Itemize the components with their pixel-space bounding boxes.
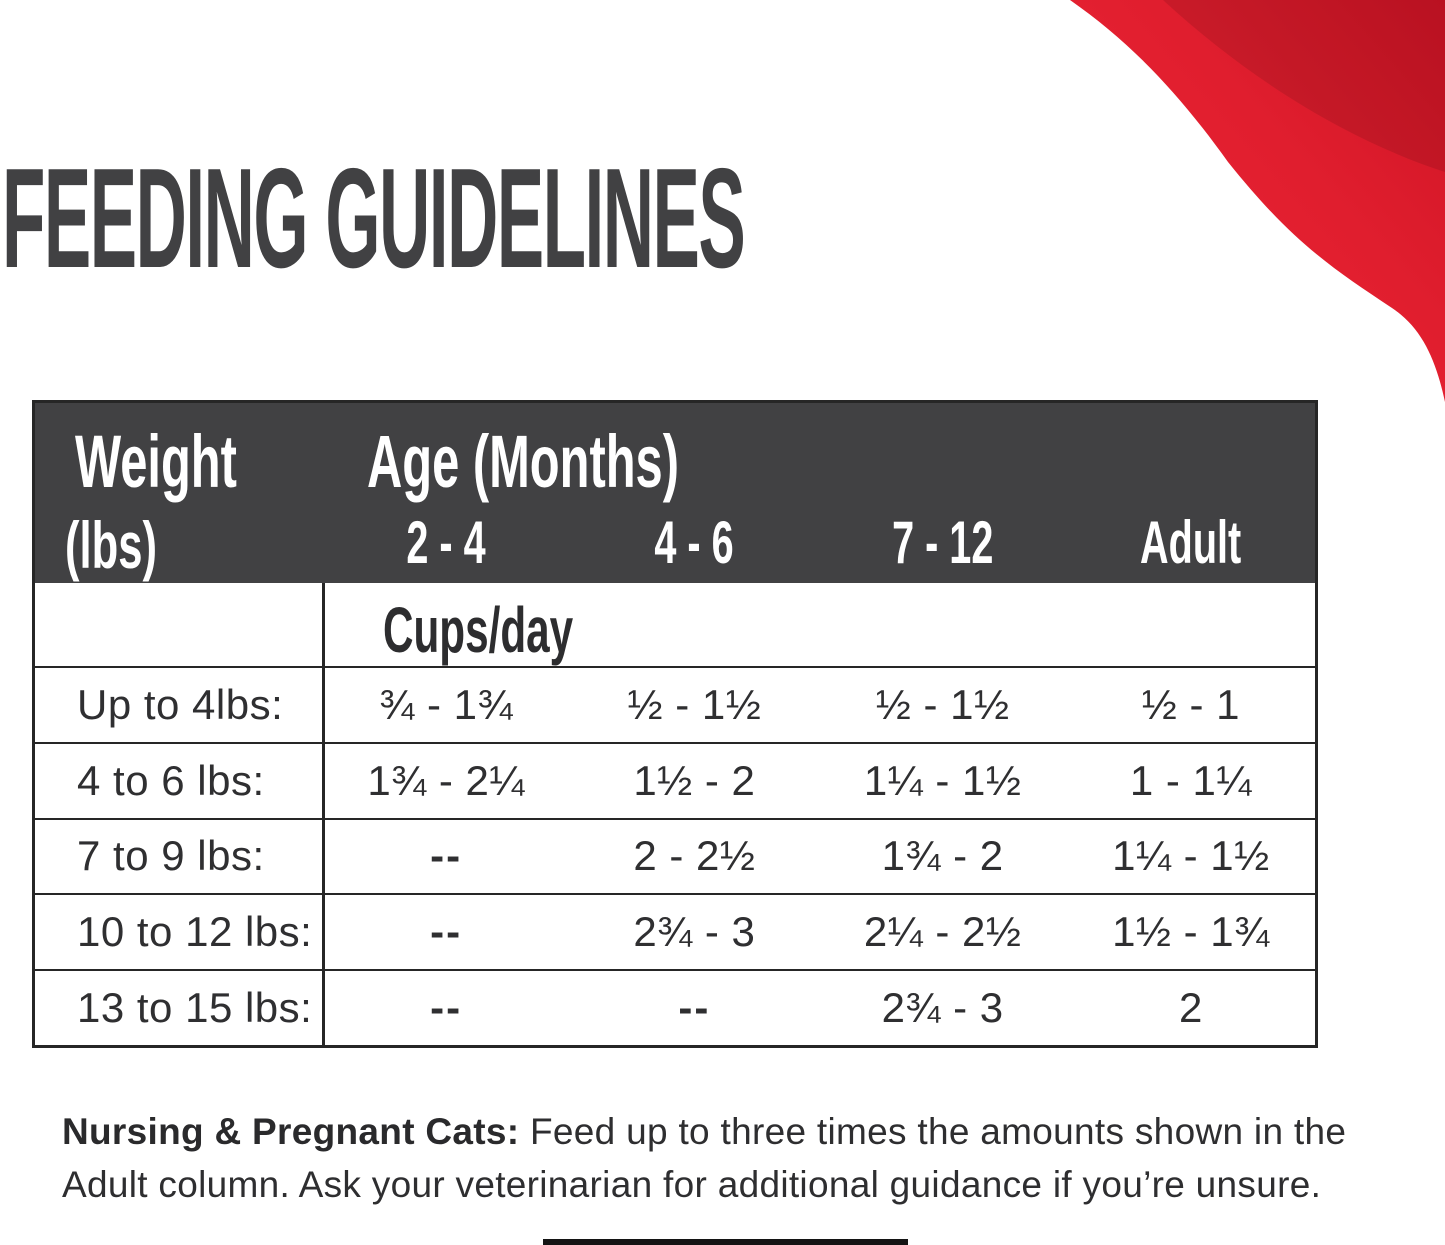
feeding-table: Weight (lbs) Age (Months) 2 - 4 4 - 6 7 … [32, 400, 1318, 1048]
value-cell: 2¾ - 3 [633, 908, 756, 956]
value-cell: ¾ - 1¾ [379, 680, 513, 728]
value-cell: 2¼ - 2½ [863, 908, 1022, 956]
value-cell: 1½ - 1¾ [1112, 908, 1270, 956]
age-col-2-4: 2 - 4 [406, 508, 486, 576]
value-cell: ½ - 1 [1141, 680, 1240, 728]
value-cell: 2¾ - 3 [881, 984, 1004, 1032]
units-label: Cups/day [383, 594, 574, 666]
weight-units-header: (lbs) [65, 508, 157, 582]
value-cell: -- [430, 984, 463, 1032]
units-row: Cups/day [35, 583, 1315, 666]
value-cell: 1¼ - 1½ [1112, 832, 1270, 880]
value-cell: ½ - 1½ [875, 680, 1010, 728]
table-row: 7 to 9 lbs: -- 2 - 2½ 1¾ - 2 1¼ - 1½ [35, 817, 1315, 894]
weight-column-header: Weight [75, 420, 237, 503]
weight-cell: Up to 4lbs: [77, 680, 284, 728]
value-cell: 2 [1178, 984, 1203, 1032]
table-header: Weight (lbs) Age (Months) 2 - 4 4 - 6 7 … [35, 403, 1315, 583]
value-cell: -- [430, 908, 463, 956]
value-cell: 1 - 1¼ [1129, 756, 1252, 804]
age-group-header: Age (Months) [367, 420, 679, 503]
value-cell: 1½ - 2 [633, 756, 756, 804]
weight-cell: 13 to 15 lbs: [77, 984, 313, 1032]
value-cell: 1¾ - 2 [881, 832, 1004, 880]
value-cell: 1¼ - 1½ [863, 756, 1022, 804]
column-divider [322, 583, 325, 1045]
table-row: 10 to 12 lbs: -- 2¾ - 3 2¼ - 2½ 1½ - 1¾ [35, 893, 1315, 969]
table-row: Up to 4lbs: ¾ - 1¾ ½ - 1½ ½ - 1½ ½ - 1 [35, 666, 1315, 742]
table-row: 13 to 15 lbs: -- -- 2¾ - 3 2 [35, 969, 1315, 1045]
value-cell: 1¾ - 2¼ [367, 756, 525, 804]
value-cell: -- [678, 984, 711, 1032]
note-body-text: Feed up to three times the amounts shown… [62, 1111, 1347, 1205]
age-col-4-6: 4 - 6 [654, 508, 734, 576]
page-title: FEEDING GUIDELINES [2, 139, 746, 298]
note-bold-lead: Nursing & Pregnant Cats: [62, 1111, 520, 1152]
age-column-labels: 2 - 4 4 - 6 7 - 12 Adult [322, 501, 1315, 583]
value-cell: ½ - 1½ [627, 680, 762, 728]
nursing-pregnant-note: Nursing & Pregnant Cats: Feed up to thre… [62, 1106, 1410, 1211]
weight-cell: 10 to 12 lbs: [77, 908, 313, 956]
cutoff-next-section-bar [543, 1239, 908, 1245]
age-col-7-12: 7 - 12 [891, 508, 994, 576]
value-cell: 2 - 2½ [633, 832, 756, 880]
weight-cell: 7 to 9 lbs: [77, 832, 265, 880]
age-col-adult: Adult [1140, 508, 1242, 576]
table-row: 4 to 6 lbs: 1¾ - 2¼ 1½ - 2 1¼ - 1½ 1 - 1… [35, 741, 1315, 818]
weight-cell: 4 to 6 lbs: [77, 756, 265, 804]
table-body: Up to 4lbs: ¾ - 1¾ ½ - 1½ ½ - 1½ ½ - 1 4… [35, 666, 1315, 1045]
value-cell: -- [430, 832, 463, 880]
